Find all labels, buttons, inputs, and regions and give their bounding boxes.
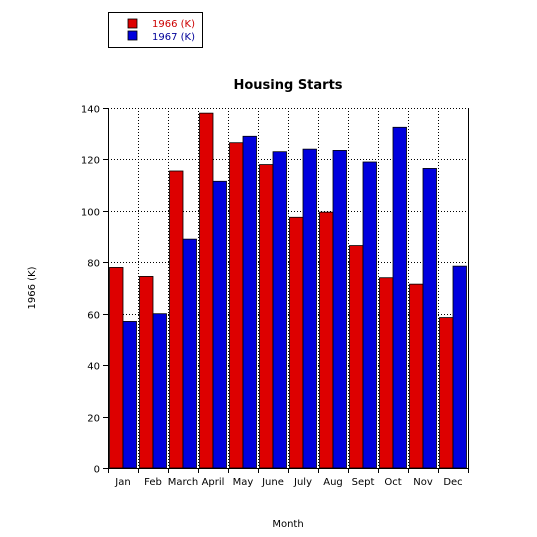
bar-1966 [229,142,244,469]
y-tick-label: 20 [87,414,100,425]
x-tick-label: June [261,477,284,488]
x-tick-label: Feb [144,477,162,488]
bar-1967 [182,238,197,469]
bar-1967 [122,321,137,469]
x-tick-label: April [202,477,225,488]
grid [108,108,468,468]
chart-title: Housing Starts [233,78,342,93]
legend-label-1967: 1967 (K) [152,32,195,43]
bar-1966 [199,112,214,469]
x-tick-label: May [233,477,254,488]
bar-1966 [169,170,184,469]
y-tick-label: 120 [81,156,100,167]
bar-1967 [422,168,437,469]
x-tick-label: July [293,477,312,488]
y-tick-label: 40 [87,362,100,373]
bar-1967 [152,313,167,469]
bar-1967 [212,180,227,469]
bar-1967 [332,150,347,469]
legend: 1966 (K) 1967 (K) [108,12,203,48]
legend-label-1966: 1966 (K) [152,19,195,30]
y-tick-label: 60 [87,311,100,322]
bar-1966 [289,216,304,469]
bar-1966 [439,317,454,469]
bar-1967 [362,161,377,469]
bar-1967 [242,135,257,469]
bar-1967 [272,151,287,469]
bar-1966 [409,283,424,469]
y-tick-label: 0 [94,465,100,476]
x-axis-label: Month [272,519,303,530]
x-ticks: Jan Feb March April May June July Aug Sept Oct Nov… [108,468,469,488]
bar-1966 [139,276,154,469]
bar-1966 [109,267,124,469]
bars [109,112,467,469]
y-tick-label: 100 [81,208,100,219]
y-axis-label: 1966 (K) [27,266,38,309]
bar-1967 [392,126,407,469]
x-tick-label: Aug [323,477,343,488]
y-tick-label: 140 [81,105,100,116]
x-tick-label: Sept [352,477,375,488]
x-tick-label: Nov [413,477,433,488]
x-tick-label: March [168,477,198,488]
legend-swatch-1967 [127,30,138,41]
legend-box [108,12,203,48]
bar-1966 [379,277,394,469]
y-ticks: 0 20 40 60 80 100 120 140 [81,105,108,476]
y-tick-label: 80 [87,259,100,270]
bar-1967 [452,265,467,469]
bar-1966 [349,245,364,469]
bar-1966 [259,164,274,469]
bar-1967 [302,148,317,469]
x-tick-label: Dec [443,477,462,488]
x-tick-label: Jan [114,477,130,488]
x-tick-label: Oct [384,477,401,488]
legend-swatch-1966 [127,18,138,29]
bar-1966 [319,211,334,469]
